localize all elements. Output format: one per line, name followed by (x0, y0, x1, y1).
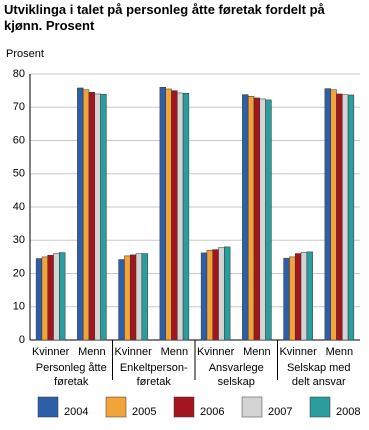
bar (165, 88, 172, 341)
y-tick-label: 0 (19, 334, 25, 346)
legend-swatch (309, 396, 331, 418)
bar (283, 257, 290, 341)
bar (129, 254, 137, 341)
chart-title: Utviklinga i talet på personleg åtte før… (4, 2, 325, 33)
bar (265, 99, 272, 341)
bar (77, 87, 84, 341)
y-tick-label: 80 (13, 68, 25, 80)
x-tick-label: Kvinner (32, 346, 70, 358)
legend-label: 2007 (268, 406, 292, 418)
legend-swatch (37, 396, 59, 418)
bar (82, 89, 90, 341)
bar (200, 252, 208, 341)
group-label: Ansvarlege (209, 362, 264, 374)
bar (118, 259, 125, 341)
bar (100, 94, 107, 341)
bar (94, 93, 101, 341)
x-tick-label: Kvinner (279, 346, 317, 358)
bar (342, 94, 349, 341)
group-label: Enkeltperson- (120, 362, 188, 374)
legend-label: 2008 (336, 406, 360, 418)
bar (336, 93, 343, 341)
group-label: delt ansvar (292, 376, 346, 388)
bar (224, 246, 231, 341)
x-tick-label: Menn (161, 346, 189, 358)
y-tick-label: 70 (13, 101, 25, 113)
bar (300, 251, 308, 341)
group-label: Selskap med (287, 362, 351, 374)
bar (135, 253, 143, 341)
bar (212, 249, 219, 341)
legend-swatch (241, 396, 263, 418)
bar (330, 89, 337, 341)
bar (171, 90, 178, 341)
y-tick-label: 50 (13, 168, 25, 180)
bar (206, 249, 213, 341)
y-tick-label: 30 (13, 234, 25, 246)
y-tick-label: 40 (13, 201, 25, 213)
bar (347, 94, 355, 341)
group-label: føretak (137, 376, 172, 388)
bar (182, 93, 190, 341)
legend-swatch (105, 396, 127, 418)
bar (159, 87, 166, 341)
bar (259, 98, 266, 341)
legend-label: 2006 (200, 406, 224, 418)
bar (141, 253, 148, 341)
bar (177, 92, 184, 341)
legend-label: 2005 (132, 406, 156, 418)
bar (242, 94, 249, 341)
bar (59, 252, 66, 341)
y-tick-label: 10 (13, 301, 25, 313)
bar (124, 255, 131, 341)
bar (253, 97, 261, 341)
legend-label: 2004 (64, 406, 88, 418)
bar (88, 92, 96, 341)
group-label: Personleg åtte (36, 362, 107, 374)
bar (294, 253, 302, 341)
bar (247, 96, 255, 341)
group-label: selskap (218, 376, 255, 388)
x-tick-label: Menn (243, 346, 271, 358)
bar (218, 247, 225, 341)
legend-swatch (173, 396, 195, 418)
bar (289, 256, 296, 341)
y-tick-label: 60 (13, 134, 25, 146)
bar (47, 254, 54, 341)
x-tick-label: Menn (326, 346, 354, 358)
bar (306, 251, 313, 341)
bar (41, 256, 48, 341)
bar (53, 253, 60, 341)
y-axis-label: Prosent (6, 48, 44, 60)
x-tick-label: Kvinner (197, 346, 235, 358)
bar (35, 258, 43, 341)
group-label: føretak (54, 376, 89, 388)
bar (324, 88, 331, 341)
x-tick-label: Kvinner (114, 346, 152, 358)
x-tick-label: Menn (78, 346, 106, 358)
y-tick-label: 20 (13, 267, 25, 279)
